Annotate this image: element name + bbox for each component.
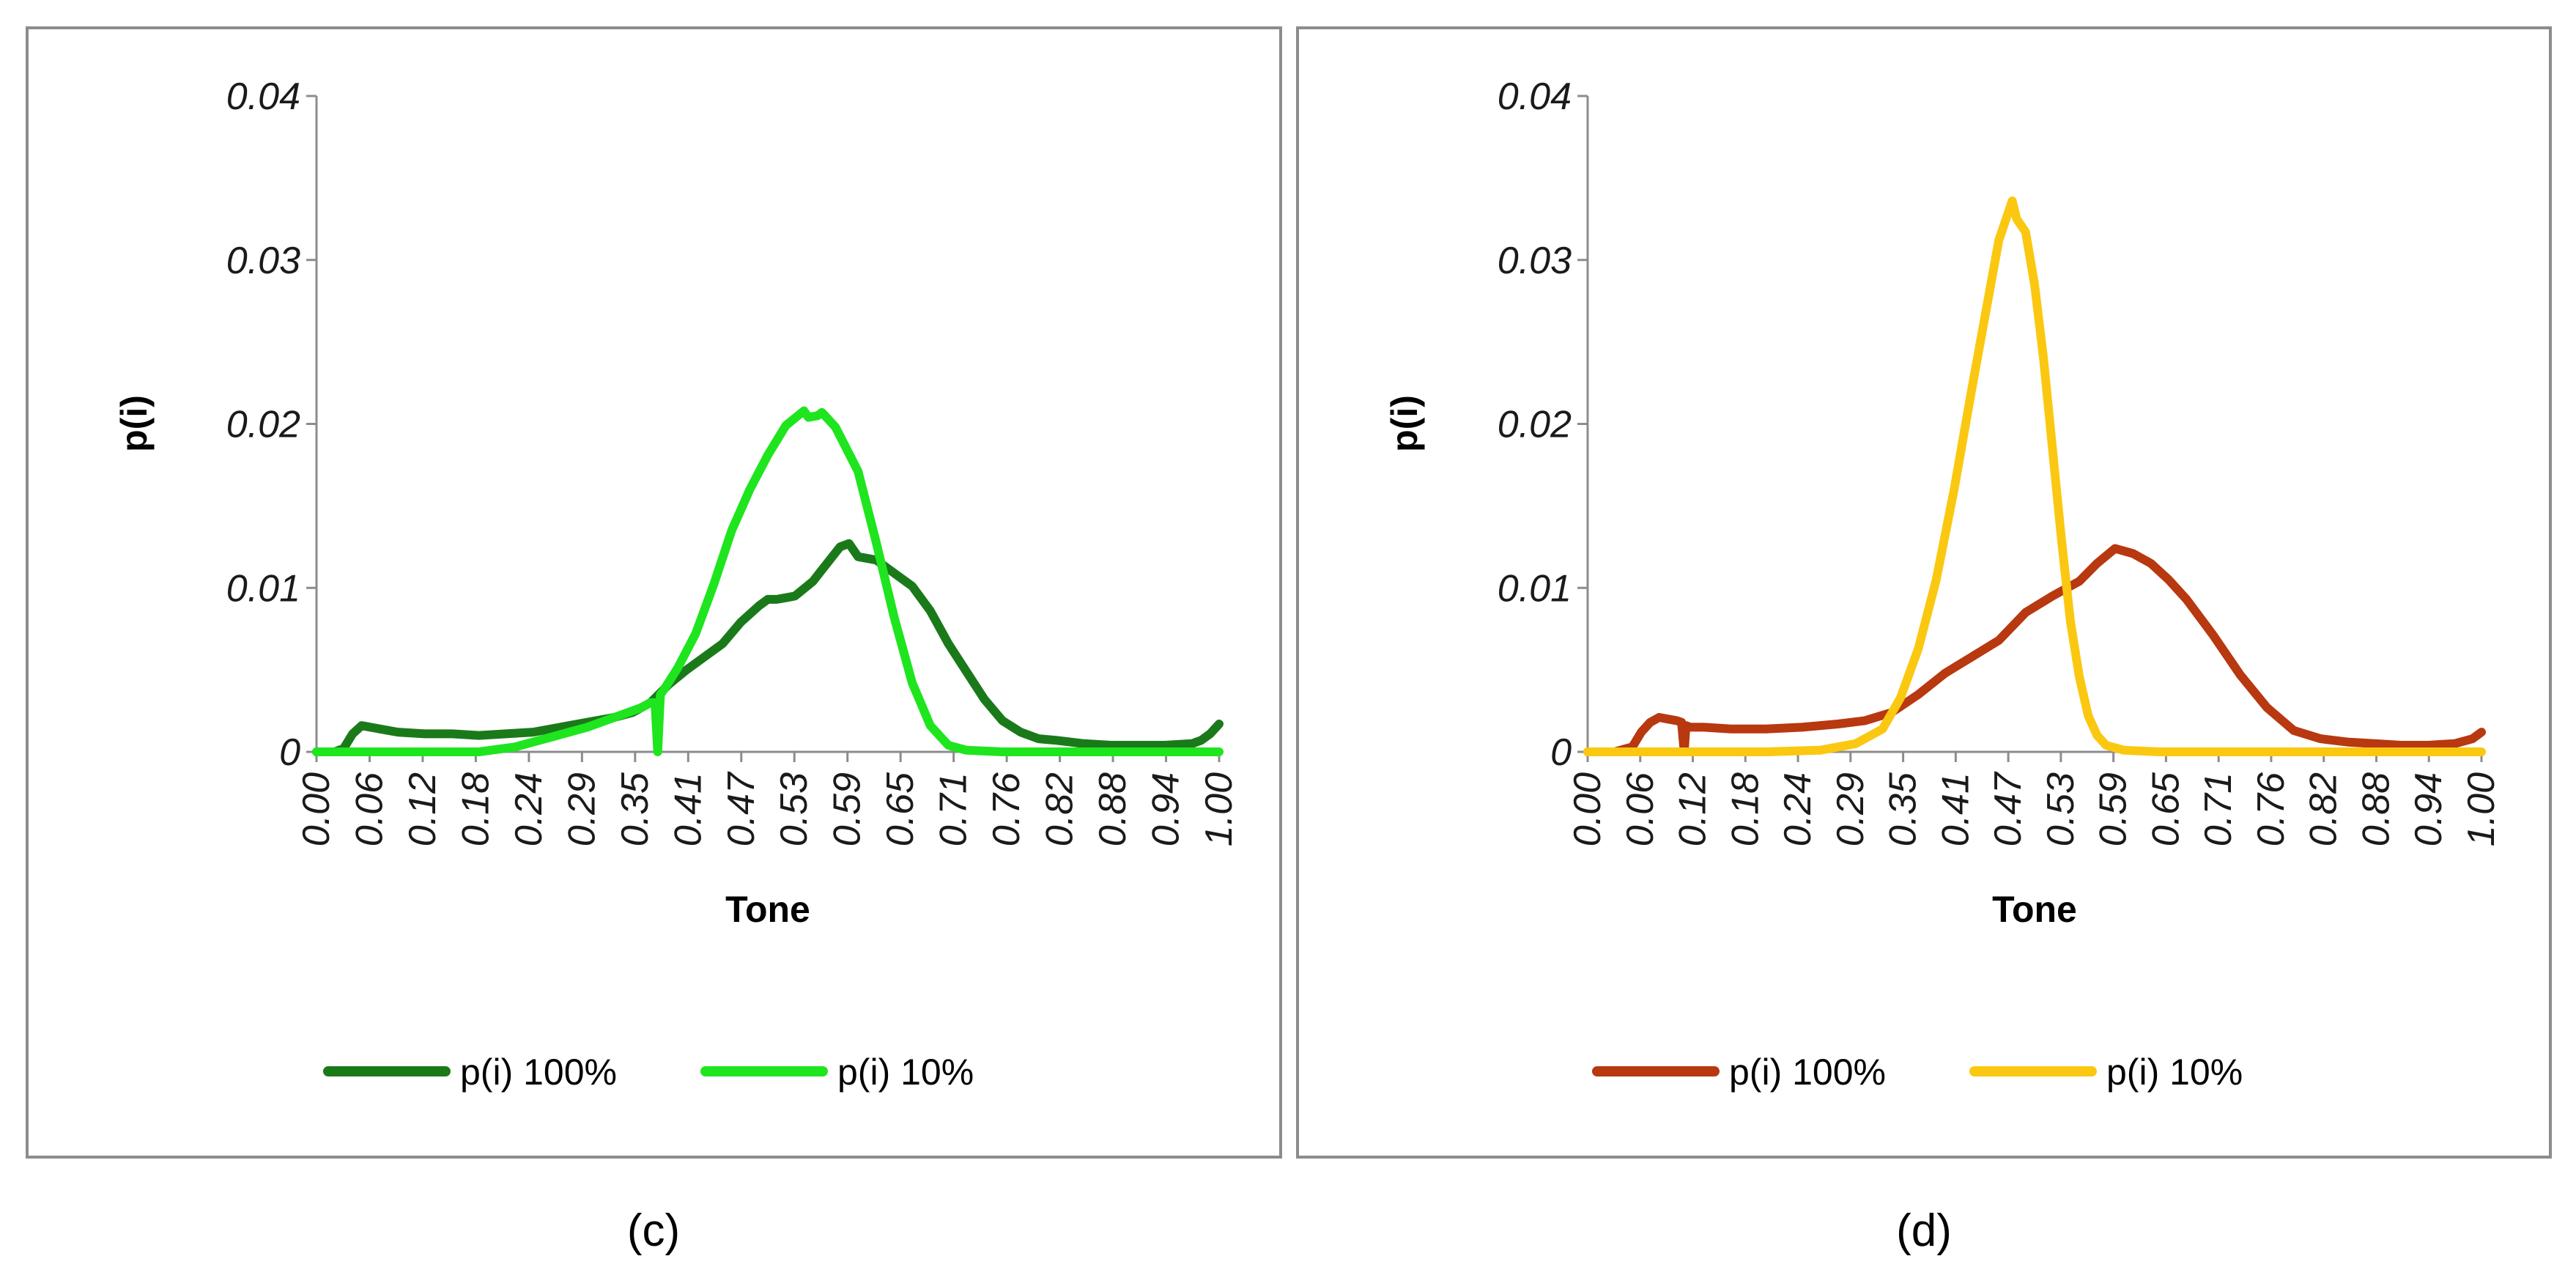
chart-c-x-tick-label: 0.41: [667, 772, 709, 846]
chart-d-x-tick-label: 0.82: [2303, 772, 2345, 846]
chart-d-y-axis-title: p(i): [1384, 395, 1425, 452]
chart-d-x-tick-label: 0.76: [2250, 772, 2292, 846]
chart-c-y-tick-label: 0.04: [226, 75, 300, 118]
chart-d-legend-label-2: p(i) 10%: [2106, 1052, 2243, 1093]
chart-c-y-tick-label: 0.02: [226, 404, 300, 446]
chart-c-y-tick-label: 0.01: [226, 567, 300, 610]
chart-d-x-tick-label: 0.65: [2144, 772, 2187, 846]
chart-c-x-tick-label: 0.35: [614, 772, 656, 846]
panel-label-d-text: (d): [1896, 1205, 1952, 1256]
panel-label-d: (d): [1896, 1205, 1952, 1256]
chart-c-x-tick-label: 0.53: [773, 772, 815, 846]
chart-d-series-line-2: [1583, 196, 2486, 756]
chart-d-x-tick-label: 0.18: [1724, 772, 1766, 846]
chart-d-series-line-1: [1583, 544, 2486, 756]
chart-d-x-tick-label: 0.06: [1619, 772, 1662, 846]
chart-c-x-tick-label: 0.24: [508, 772, 550, 846]
chart-d-y-tick-label: 0.01: [1498, 567, 1572, 610]
chart-d-x-tick-label: 0.35: [1882, 772, 1925, 846]
chart-c-x-tick-label: 0.12: [401, 772, 444, 846]
chart-c-series-line-1: [312, 539, 1224, 756]
chart-d-x-tick-label: 0.71: [2197, 772, 2240, 846]
chart-d-legend-label-1: p(i) 100%: [1729, 1052, 1886, 1093]
chart-c-x-tick-label: 0.82: [1039, 772, 1081, 846]
chart-c-legend-label-1: p(i) 100%: [460, 1052, 617, 1093]
chart-d-x-axis-title: Tone: [1992, 889, 2077, 930]
chart-d-x-tick-label: 0.53: [2040, 772, 2082, 846]
chart-d-x-tick-label: 0.94: [2407, 772, 2450, 846]
chart-c-legend-label-2: p(i) 10%: [837, 1052, 974, 1093]
chart-d-y-tick-label: 0.04: [1498, 75, 1572, 118]
chart-d-x-tick-label: 0.59: [2092, 772, 2135, 846]
panel-d-frame: [1296, 26, 2552, 1159]
chart-d: 0 0.01 0.02 0.03 0.04 0.00 0.06 0.12 0.18 0.24 0.2…: [1384, 75, 2503, 1093]
chart-c-x-tick-label: 1.00: [1198, 772, 1240, 846]
chart-d-y-tick-label: 0: [1550, 731, 1572, 774]
chart-c-y-tick-label: 0: [279, 731, 300, 774]
chart-d-x-tick-label: 0.24: [1777, 772, 1819, 846]
chart-c-x-tick-label: 0.94: [1145, 772, 1188, 846]
chart-c-x-tick-label: 0.59: [826, 772, 869, 846]
chart-d-x-tick-label: 0.29: [1829, 772, 1872, 846]
chart-c-series-line-2: [312, 406, 1224, 756]
panel-label-c: (c): [627, 1205, 680, 1256]
chart-c-x-tick-label: 0.71: [933, 772, 975, 846]
chart-d-y-tick-label: 0.02: [1498, 404, 1572, 446]
chart-c-y-tick-label: 0.03: [226, 240, 300, 282]
chart-c: 0 0.01 0.02 0.03 0.04 0.00 0.06 0.12 0.18 0.24 0.2…: [114, 75, 1240, 1093]
chart-d-x-tick-label: 0.00: [1566, 772, 1609, 846]
chart-c-x-axis-title: Tone: [725, 889, 810, 930]
chart-d-x-tick-label: 0.12: [1672, 772, 1714, 846]
chart-c-x-tick-label: 0.29: [560, 772, 603, 846]
chart-c-x-tick-label: 0.06: [348, 772, 391, 846]
panel-c-frame: [26, 26, 1282, 1159]
chart-d-y-tick-label: 0.03: [1498, 240, 1572, 282]
chart-d-x-tick-label: 0.47: [1987, 771, 2029, 846]
chart-c-x-tick-label: 0.88: [1092, 772, 1134, 846]
panel-label-c-text: (c): [627, 1205, 680, 1256]
chart-d-x-tick-label: 0.41: [1934, 772, 1977, 846]
chart-c-x-tick-label: 0.47: [720, 771, 763, 846]
chart-c-x-tick-label: 0.00: [295, 772, 338, 846]
chart-c-x-tick-label: 0.65: [879, 772, 922, 846]
chart-d-x-tick-label: 0.88: [2355, 772, 2397, 846]
chart-d-x-tick-label: 1.00: [2460, 772, 2503, 846]
chart-c-x-tick-label: 0.76: [985, 772, 1028, 846]
chart-c-x-tick-label: 0.18: [454, 772, 497, 846]
chart-c-y-axis-title: p(i): [114, 395, 155, 452]
